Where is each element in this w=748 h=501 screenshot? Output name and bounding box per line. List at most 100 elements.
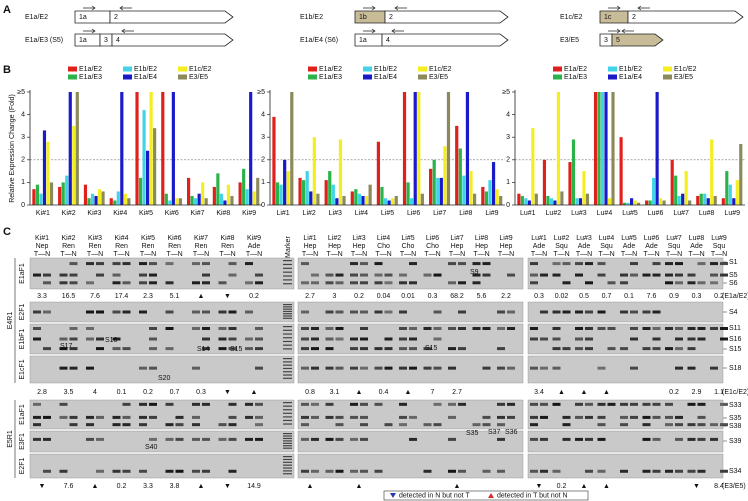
bar bbox=[201, 182, 205, 205]
gel-band bbox=[202, 273, 210, 277]
gel-band bbox=[562, 437, 571, 441]
marker-band bbox=[283, 464, 292, 466]
gel-band bbox=[175, 423, 184, 427]
gel-band bbox=[139, 262, 147, 266]
gel-band bbox=[165, 327, 174, 330]
bar bbox=[324, 180, 328, 205]
gel-band bbox=[687, 337, 696, 341]
gel-band bbox=[665, 262, 673, 266]
band-label: S34 bbox=[729, 468, 742, 475]
gel-band bbox=[497, 327, 505, 330]
sample-name: Lu#7 bbox=[666, 235, 682, 242]
gel-band bbox=[642, 469, 651, 473]
bar bbox=[469, 171, 473, 205]
bar bbox=[312, 137, 316, 205]
gel-band bbox=[360, 402, 368, 406]
gel-band bbox=[255, 281, 263, 285]
gel-band bbox=[575, 310, 583, 314]
bar bbox=[376, 141, 381, 205]
gel-band bbox=[458, 347, 466, 351]
gel-band bbox=[507, 366, 515, 370]
marker-band bbox=[283, 435, 292, 437]
gel-band bbox=[497, 402, 505, 406]
gel-band bbox=[228, 310, 237, 314]
gel bbox=[29, 430, 295, 453]
gel-band bbox=[175, 469, 184, 473]
bar bbox=[597, 92, 601, 205]
bar bbox=[623, 202, 627, 205]
legend-swatch bbox=[308, 74, 317, 80]
gel-band bbox=[540, 469, 548, 473]
band-label: S5 bbox=[729, 272, 738, 279]
gel-band bbox=[325, 347, 334, 351]
gel-band bbox=[448, 415, 456, 419]
bar bbox=[604, 92, 608, 205]
gel-band bbox=[433, 402, 442, 406]
x-tick-label: Lu#4 bbox=[597, 210, 613, 217]
gel bbox=[297, 430, 524, 453]
lane-label: T—N bbox=[87, 251, 103, 258]
gel-band bbox=[720, 469, 728, 473]
row-label: E1aF1 bbox=[19, 404, 26, 425]
gel-band bbox=[360, 262, 368, 266]
ratio-value: 2.7 bbox=[452, 389, 462, 396]
gel-band bbox=[325, 273, 334, 277]
exon bbox=[109, 10, 234, 24]
gel-band bbox=[620, 281, 628, 285]
bar bbox=[39, 193, 43, 205]
gel-band bbox=[202, 347, 210, 351]
bar bbox=[135, 92, 139, 205]
gel-band bbox=[597, 310, 606, 314]
legend-swatch bbox=[418, 66, 427, 72]
bar bbox=[338, 139, 343, 205]
exon-label: 4 bbox=[116, 37, 120, 44]
bar bbox=[413, 92, 417, 205]
bar bbox=[713, 195, 717, 205]
gel-band bbox=[96, 310, 104, 314]
gel-band bbox=[552, 366, 561, 370]
marker-band bbox=[283, 377, 292, 379]
bar bbox=[739, 143, 743, 205]
exon-label: 1a bbox=[79, 14, 87, 21]
gel-band bbox=[139, 402, 147, 406]
ratio-value: 7.6 bbox=[90, 293, 100, 300]
bar bbox=[688, 200, 692, 205]
gel-band bbox=[562, 415, 571, 419]
gel-band bbox=[687, 281, 696, 285]
legend-swatch bbox=[123, 66, 132, 72]
lane-label: T—N bbox=[498, 251, 514, 258]
ratio-value: ▲ bbox=[251, 389, 258, 396]
ratio-value: 0.01 bbox=[401, 293, 415, 300]
gel-band bbox=[360, 469, 368, 473]
primer-arrow bbox=[363, 5, 376, 11]
marker-band bbox=[283, 329, 292, 331]
x-tick-label: Li#2 bbox=[303, 210, 316, 217]
transcript-label: E3/E5 bbox=[560, 37, 579, 44]
marker-band bbox=[283, 283, 292, 285]
bar bbox=[94, 195, 98, 205]
gel-band bbox=[228, 273, 237, 277]
gel-band bbox=[665, 273, 673, 277]
gel-band bbox=[59, 415, 68, 419]
gel-band bbox=[507, 402, 515, 406]
bar bbox=[87, 198, 91, 205]
bar bbox=[357, 193, 362, 205]
bar bbox=[406, 182, 410, 205]
gel-band bbox=[43, 310, 51, 314]
gel-band bbox=[218, 337, 227, 341]
ratio-value: 0.2 bbox=[354, 293, 364, 300]
gel-band bbox=[652, 402, 661, 406]
sample-name: Li#6 bbox=[426, 235, 439, 242]
gel-band bbox=[642, 437, 651, 441]
gel-band bbox=[675, 281, 683, 285]
gel-band bbox=[350, 437, 358, 441]
gel-band bbox=[149, 415, 157, 419]
gel-band bbox=[165, 437, 174, 441]
gel-band bbox=[175, 437, 184, 441]
x-tick-label: Ki#9 bbox=[242, 210, 256, 217]
gel-band bbox=[360, 423, 368, 427]
bar bbox=[161, 92, 165, 205]
bar bbox=[316, 193, 320, 205]
transcript-label: E1a/E2 bbox=[25, 14, 48, 21]
gel-band bbox=[675, 469, 683, 473]
